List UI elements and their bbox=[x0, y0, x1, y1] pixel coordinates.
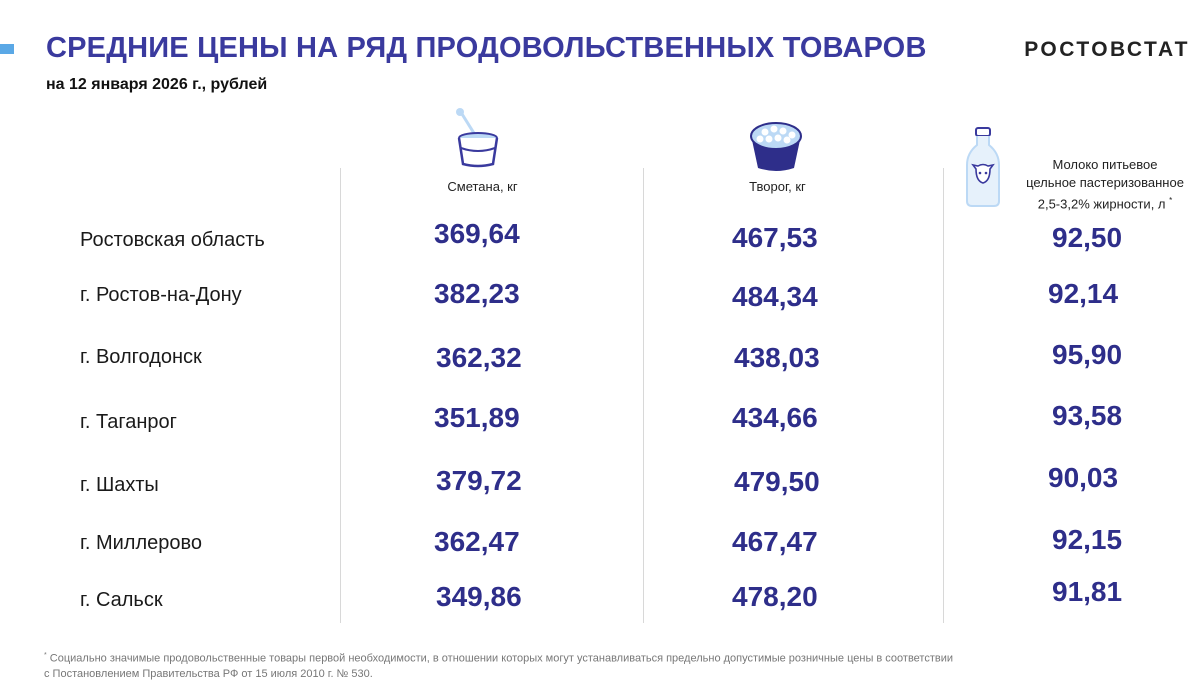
footnote-line: с Постановлением Правительства РФ от 15 … bbox=[44, 667, 373, 680]
value-milk: 92,50 bbox=[1052, 222, 1123, 253]
value-cottage-cheese: 467,47 bbox=[732, 526, 818, 557]
footnote-mark: * bbox=[1169, 196, 1173, 205]
sour-cream-cup-icon bbox=[456, 108, 499, 168]
value-sour-cream: 351,89 bbox=[434, 402, 520, 433]
value-sour-cream: 382,23 bbox=[434, 278, 520, 309]
row-region: Ростовская область bbox=[80, 229, 265, 251]
value-sour-cream: 362,32 bbox=[436, 342, 522, 373]
value-milk: 92,14 bbox=[1048, 278, 1119, 309]
row-region: г. Волгодонск bbox=[80, 346, 202, 368]
value-cottage-cheese: 434,66 bbox=[732, 402, 818, 433]
accent-bar bbox=[0, 44, 14, 54]
column-header-sour-cream: Сметана, кг bbox=[447, 179, 518, 194]
value-milk: 95,90 bbox=[1052, 339, 1123, 370]
column-divider bbox=[943, 168, 944, 623]
column-divider bbox=[340, 168, 341, 623]
column-header-milk-line: цельное пастеризованное bbox=[1026, 175, 1184, 190]
value-cottage-cheese: 479,50 bbox=[734, 466, 820, 497]
value-milk: 91,81 bbox=[1052, 576, 1123, 607]
column-divider bbox=[643, 168, 644, 623]
column-header-milk-line: 2,5-3,2% жирности, л * bbox=[1037, 196, 1173, 212]
value-cottage-cheese: 484,34 bbox=[732, 281, 818, 312]
row-region: г. Ростов-на-Дону bbox=[80, 284, 242, 306]
column-header-milk: Молоко питьевое цельное пастеризованное … bbox=[1015, 156, 1195, 213]
value-cottage-cheese: 438,03 bbox=[734, 342, 820, 373]
row-region: г. Шахты bbox=[80, 474, 159, 496]
row-region: г. Сальск bbox=[80, 589, 163, 611]
page-subtitle: на 12 января 2026 г., рублей bbox=[46, 76, 268, 93]
page-title: СРЕДНИЕ ЦЕНЫ НА РЯД ПРОДОВОЛЬСТВЕННЫХ ТО… bbox=[46, 32, 927, 64]
value-milk: 92,15 bbox=[1052, 524, 1123, 555]
brand-logo: РОСТОВСТАТ bbox=[1024, 38, 1190, 61]
value-milk: 93,58 bbox=[1052, 400, 1123, 431]
milk-bottle-icon bbox=[966, 127, 1000, 207]
cottage-cheese-bowl-icon bbox=[750, 122, 802, 171]
footnote: * Социально значимые продовольственные т… bbox=[44, 648, 1064, 682]
footnote-line: * Социально значимые продовольственные т… bbox=[44, 652, 954, 665]
value-milk: 90,03 bbox=[1048, 462, 1119, 493]
value-sour-cream: 379,72 bbox=[436, 465, 522, 496]
value-sour-cream: 362,47 bbox=[434, 526, 520, 557]
value-sour-cream: 369,64 bbox=[434, 218, 520, 249]
value-cottage-cheese: 478,20 bbox=[732, 581, 818, 612]
row-region: г. Миллерово bbox=[80, 532, 203, 554]
column-header-cottage-cheese: Творог, кг bbox=[749, 179, 806, 194]
value-sour-cream: 349,86 bbox=[436, 581, 522, 612]
row-region: г. Таганрог bbox=[80, 411, 177, 433]
column-header-milk-line: Молоко питьевое bbox=[1052, 157, 1158, 172]
footnote-mark: * bbox=[44, 652, 47, 659]
value-cottage-cheese: 467,53 bbox=[732, 222, 818, 253]
